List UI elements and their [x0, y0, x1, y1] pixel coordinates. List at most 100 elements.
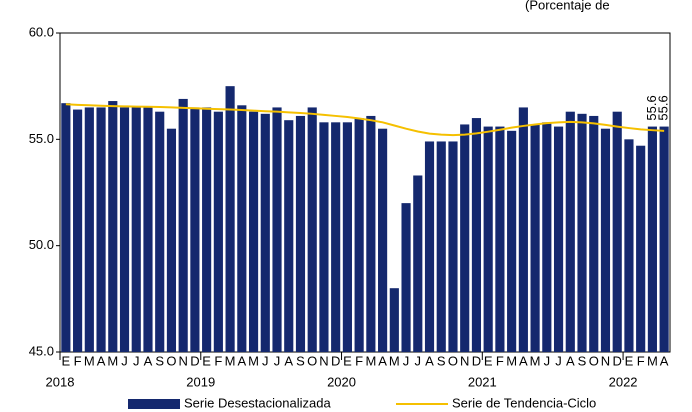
x-tick-label: J	[415, 353, 422, 368]
y-tick-label: 50.0	[29, 237, 54, 252]
x-tick-label: S	[578, 353, 587, 368]
data-label: 55.6	[656, 95, 671, 120]
bar	[600, 128, 611, 352]
bar	[553, 126, 564, 352]
x-tick-label: M	[107, 353, 118, 368]
x-tick-label: A	[378, 353, 387, 368]
bar	[460, 124, 470, 353]
bar	[659, 126, 669, 352]
x-tick-label: N	[460, 353, 469, 368]
bar	[624, 139, 634, 352]
bar	[518, 107, 528, 352]
year-label: 2020	[327, 374, 356, 389]
x-tick-label: E	[202, 353, 211, 368]
bar	[342, 122, 352, 352]
y-tick-label: 60.0	[29, 24, 54, 39]
x-tick-label: S	[155, 353, 164, 368]
x-tick-label: F	[214, 353, 222, 368]
x-tick-label: E	[484, 353, 493, 368]
bar	[401, 203, 411, 352]
bar	[61, 103, 71, 353]
x-tick-label: E	[343, 353, 352, 368]
x-tick-label: A	[144, 353, 153, 368]
bar	[155, 111, 165, 352]
bar	[260, 113, 270, 353]
year-label: 2021	[468, 374, 497, 389]
x-tick-label: E	[62, 353, 71, 368]
x-tick-label: N	[319, 353, 328, 368]
bar	[319, 122, 329, 352]
x-tick-label: M	[506, 353, 517, 368]
y-tick-label: 45.0	[29, 343, 54, 358]
x-tick-label: F	[496, 353, 504, 368]
x-tick-label: A	[237, 353, 246, 368]
legend-swatch	[128, 399, 180, 409]
x-tick-label: J	[403, 353, 410, 368]
x-tick-label: D	[190, 353, 199, 368]
bar	[507, 130, 517, 352]
bar	[119, 107, 130, 352]
bar	[565, 111, 575, 352]
bar	[295, 115, 306, 352]
bar	[96, 107, 106, 352]
bar	[483, 126, 493, 352]
x-tick-label: M	[389, 353, 400, 368]
x-tick-label: D	[613, 353, 622, 368]
bar	[636, 145, 646, 352]
bar	[354, 118, 364, 352]
data-label: 55.6	[644, 95, 659, 120]
x-tick-label: M	[530, 353, 541, 368]
y-tick-label: 55.0	[29, 131, 54, 146]
x-tick-label: F	[637, 353, 645, 368]
x-tick-label: O	[589, 353, 599, 368]
x-tick-label: M	[225, 353, 236, 368]
bar	[84, 107, 94, 352]
bar	[237, 105, 247, 352]
legend-label: Serie de Tendencia-Ciclo	[452, 395, 596, 410]
bar	[73, 109, 83, 352]
legend-label: Serie Desestacionalizada	[184, 395, 331, 410]
bar	[366, 115, 376, 352]
bar	[213, 111, 223, 352]
year-label: 2019	[186, 374, 215, 389]
x-tick-label: J	[133, 353, 140, 368]
x-tick-label: F	[74, 353, 82, 368]
x-tick-label: M	[84, 353, 95, 368]
chart-title: (Porcentaje de	[525, 0, 610, 12]
bar	[248, 111, 259, 352]
bar	[413, 175, 423, 352]
bar	[307, 107, 317, 352]
bar	[108, 101, 118, 352]
x-tick-label: F	[355, 353, 363, 368]
bar	[166, 128, 177, 352]
bar	[530, 124, 540, 353]
bar	[612, 111, 622, 352]
bar	[436, 141, 446, 352]
bar	[448, 141, 458, 352]
bar	[131, 107, 141, 352]
x-tick-label: J	[544, 353, 551, 368]
x-tick-label: A	[284, 353, 293, 368]
x-tick-label: A	[660, 353, 669, 368]
bar	[647, 126, 657, 352]
year-label: 2018	[46, 374, 75, 389]
bar	[589, 115, 599, 352]
bar	[577, 113, 587, 353]
x-tick-label: A	[425, 353, 434, 368]
bar	[495, 126, 505, 352]
x-tick-label: N	[178, 353, 187, 368]
x-tick-label: M	[647, 353, 658, 368]
x-tick-label: J	[274, 353, 281, 368]
x-tick-label: A	[97, 353, 106, 368]
trend-line	[65, 103, 665, 137]
x-tick-label: J	[121, 353, 128, 368]
x-tick-label: S	[437, 353, 446, 368]
x-tick-label: A	[519, 353, 528, 368]
x-tick-label: D	[331, 353, 340, 368]
x-tick-label: E	[625, 353, 634, 368]
x-tick-label: O	[448, 353, 458, 368]
bar	[178, 98, 188, 352]
bar	[542, 122, 552, 352]
x-tick-label: J	[555, 353, 562, 368]
